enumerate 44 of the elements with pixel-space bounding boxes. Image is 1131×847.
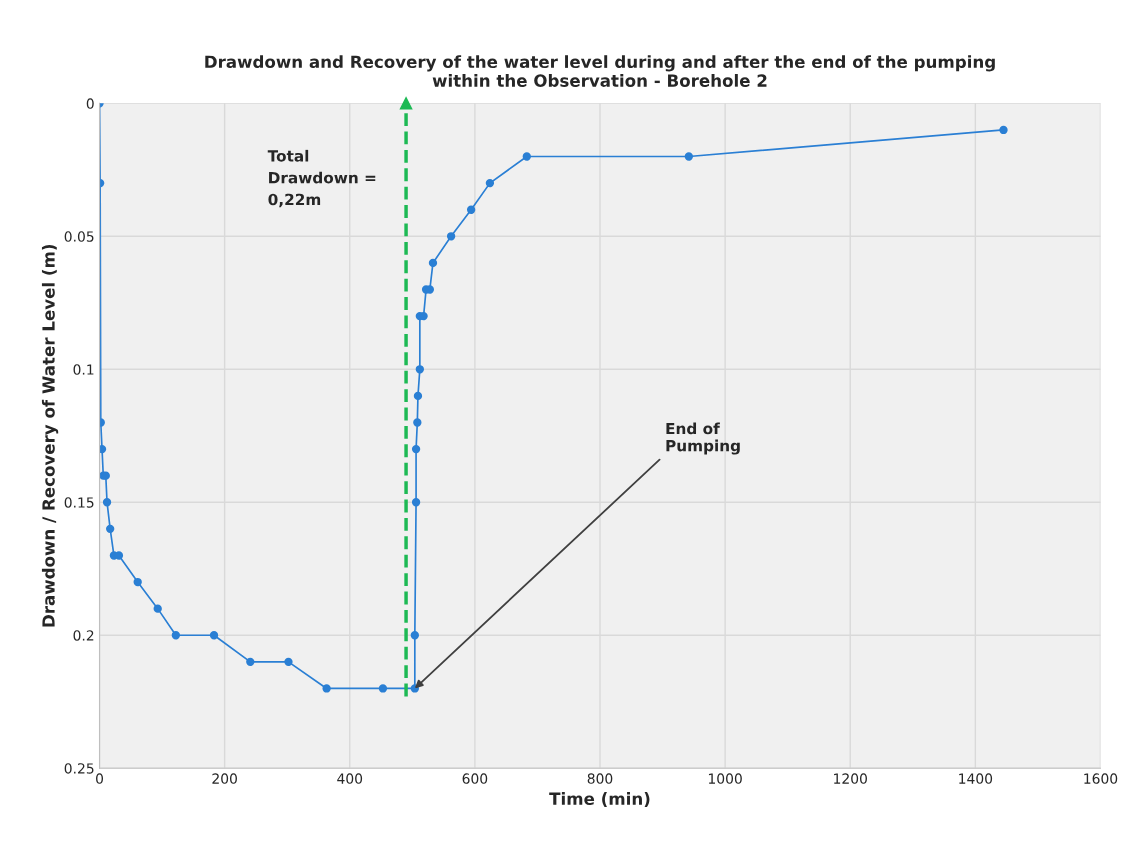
point [102,498,112,507]
point [684,152,693,161]
point [284,657,293,667]
point [413,418,422,427]
point [522,152,531,161]
y-tick-label: 0.05 [64,231,94,242]
x-tick-label: 400 [337,773,363,784]
point [106,524,115,534]
x-tick-label: 800 [587,773,613,784]
point [446,232,456,241]
point [415,365,424,374]
point [99,444,107,454]
annotation: Total Drawdown = 0,22m [267,149,376,208]
annotation: End of Pumping [666,422,740,455]
x-tick-label: 1400 [959,773,993,784]
x-tick-label: 200 [212,773,237,784]
y-tick-label: 0.25 [64,763,94,774]
chart-title: Drawdown and Recovery of the water level during and after the end of the pumping within the Observation - Borehole 2 [205,55,995,87]
point [485,178,495,188]
y-axis-title: Drawdown / Recovery of Water Level (m) [41,244,59,627]
x-tick-label: 1600 [1084,773,1118,784]
point [466,205,476,214]
x-axis-title: Time (min) [549,792,650,807]
point [410,631,419,640]
point [153,604,162,613]
y-tick-label: 0.1 [73,364,94,375]
y-tick-label: 0.2 [73,630,94,641]
point [378,684,388,693]
x-tick-label: 600 [462,773,488,784]
point [133,577,142,587]
x-tick-label: 1200 [834,773,867,784]
point [999,125,1008,135]
x-tick-label: 0 [96,773,104,784]
point [428,258,438,268]
y-tick-label: 0 [86,98,94,109]
point [246,657,255,667]
point [411,498,421,507]
point [413,391,423,401]
y-tick-label: 0.15 [64,497,94,508]
point [322,684,331,693]
x-tick-label: 1000 [708,773,742,784]
point [209,631,219,640]
point [171,631,181,640]
point [411,444,421,454]
